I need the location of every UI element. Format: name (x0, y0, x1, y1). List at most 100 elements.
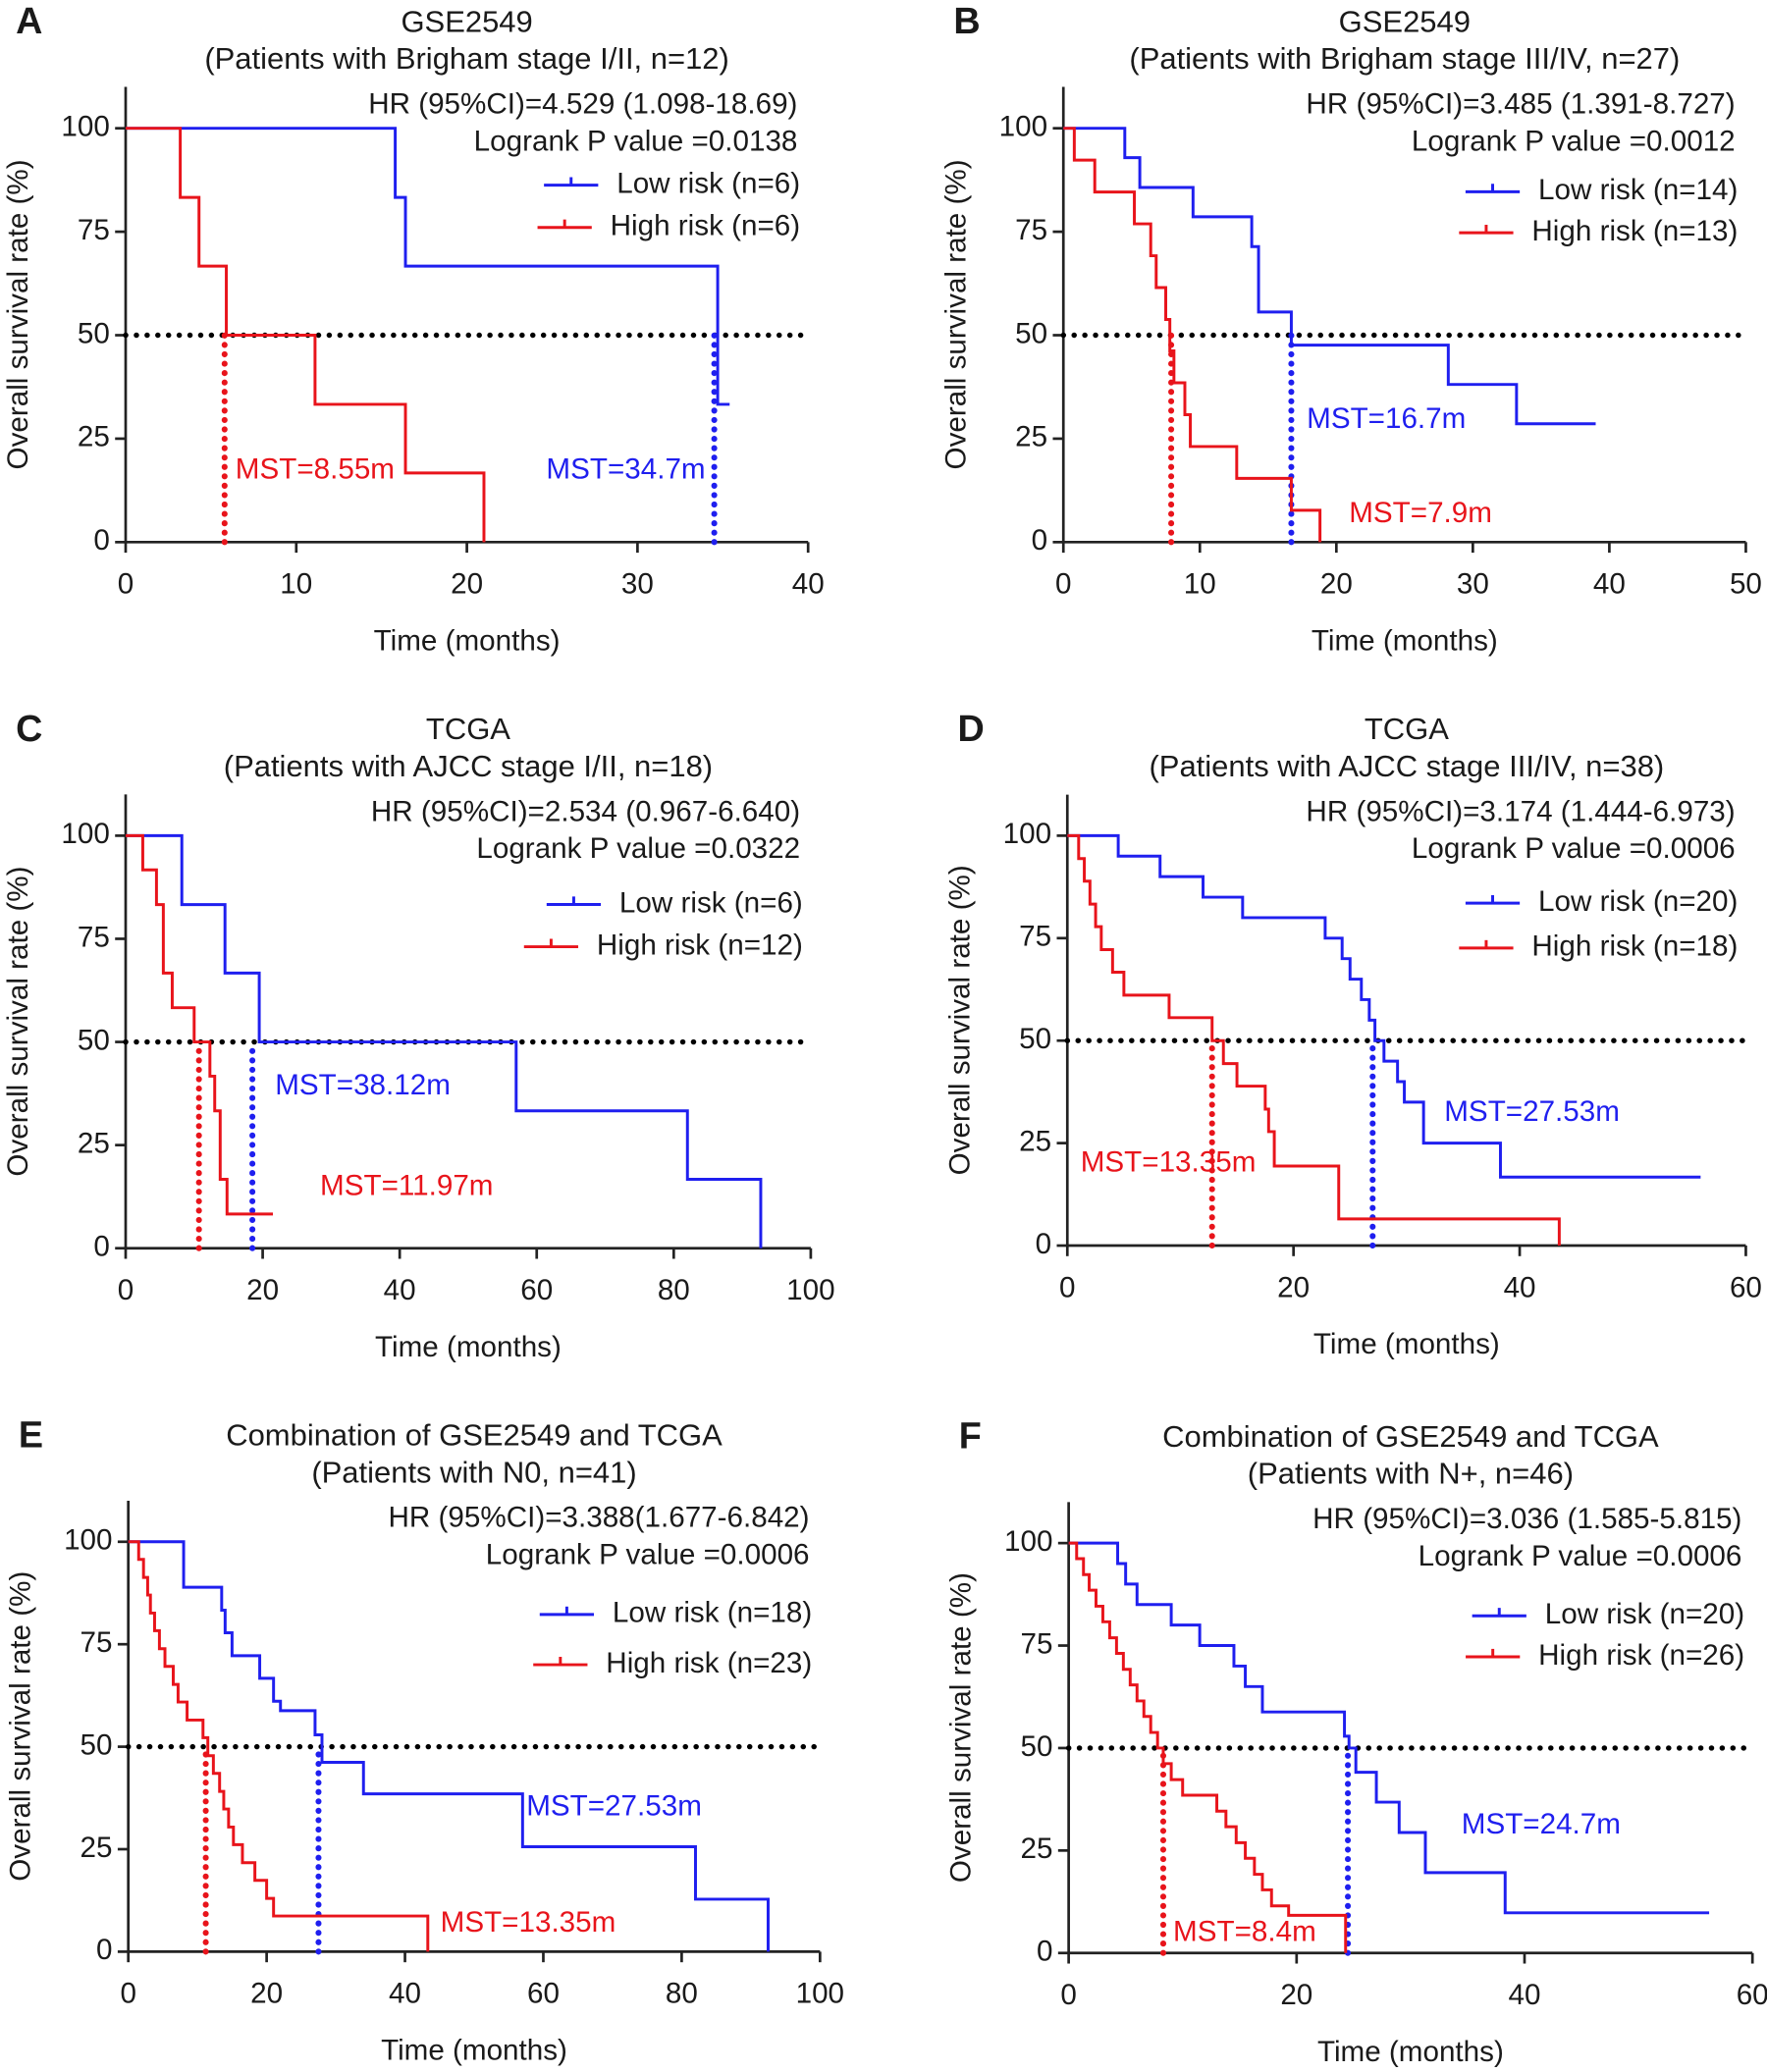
hr-text: HR (95%CI)=3.174 (1.444-6.973) (1306, 795, 1735, 827)
x-tick-label: 100 (796, 1978, 844, 2010)
y-tick-label: 0 (1036, 1228, 1051, 1260)
chart-subtitle: (Patients with N+, n=46) (1248, 1457, 1574, 1491)
x-axis-label: Time (months) (1313, 1328, 1500, 1360)
median-label: MST=7.9m (1349, 497, 1492, 529)
y-tick-label: 0 (93, 524, 109, 557)
x-tick-label: 80 (666, 1978, 698, 2010)
chart-subtitle: (Patients with AJCC stage I/II, n=18) (224, 749, 713, 783)
logrank-text: Logrank P value =0.0138 (474, 125, 798, 157)
median-label: MST=16.7m (1307, 402, 1466, 435)
x-tick-label: 40 (1593, 568, 1626, 601)
legend-label: High risk (n=12) (597, 929, 803, 961)
median-label: MST=27.53m (526, 1789, 702, 1822)
y-axis-label: Overall survival rate (%) (943, 865, 976, 1175)
y-tick-label: 75 (78, 214, 110, 246)
x-tick-label: 100 (786, 1274, 834, 1306)
x-axis-label: Time (months) (1312, 625, 1498, 658)
panel: E Combination of GSE2549 and TCGA(Patient… (5, 1413, 844, 2066)
logrank-text: Logrank P value =0.0012 (1412, 125, 1736, 157)
legend-label: Low risk (n=20) (1545, 1598, 1744, 1630)
legend-label: High risk (n=6) (611, 210, 800, 242)
y-tick-label: 25 (80, 1832, 113, 1864)
x-tick-label: 20 (1280, 1979, 1312, 2011)
chart-subtitle: (Patients with Brigham stage III/IV, n=2… (1129, 41, 1680, 76)
x-axis-label: Time (months) (375, 1331, 562, 1363)
panel-letter: F (959, 1415, 982, 1457)
x-tick-label: 10 (280, 568, 312, 601)
median-label: MST=24.7m (1462, 1808, 1621, 1840)
median-label: MST=13.35m (1081, 1145, 1257, 1178)
median-label: MST=8.55m (236, 452, 395, 485)
x-axis-label: Time (months) (1317, 2036, 1504, 2068)
y-tick-label: 50 (78, 1024, 110, 1056)
median-label: MST=8.4m (1173, 1915, 1316, 1947)
y-tick-label: 25 (1015, 421, 1047, 453)
y-tick-label: 50 (1015, 317, 1047, 349)
x-tick-label: 40 (384, 1274, 416, 1306)
chart-title: Combination of GSE2549 and TCGA (1162, 1419, 1659, 1454)
x-tick-label: 20 (451, 568, 483, 601)
x-tick-label: 0 (1059, 1271, 1075, 1303)
panel: C TCGA(Patients with AJCC stage I/II, n=1… (2, 708, 835, 1363)
y-tick-label: 0 (96, 1934, 112, 1966)
y-axis-label: Overall survival rate (%) (945, 1572, 978, 1883)
y-tick-label: 25 (1019, 1125, 1051, 1157)
x-tick-label: 60 (1730, 1271, 1762, 1303)
hr-text: HR (95%CI)=3.388(1.677-6.842) (389, 1502, 810, 1534)
survival-curve (1063, 127, 1596, 426)
panel: F Combination of GSE2549 and TCGA(Patient… (945, 1415, 1767, 2068)
y-axis-label: Overall survival rate (%) (2, 867, 34, 1177)
y-tick-label: 50 (78, 317, 110, 349)
x-tick-label: 0 (118, 1274, 134, 1306)
y-tick-label: 75 (1021, 1627, 1053, 1660)
legend-label: Low risk (n=18) (613, 1597, 812, 1629)
chart-subtitle: (Patients with N0, n=41) (311, 1455, 636, 1489)
x-tick-label: 10 (1184, 568, 1216, 601)
y-tick-label: 25 (78, 421, 110, 453)
x-tick-label: 20 (246, 1274, 279, 1306)
chart-title: TCGA (1365, 712, 1449, 746)
survival-curve (128, 1540, 770, 1952)
survival-curve (1063, 127, 1322, 543)
y-tick-label: 50 (1021, 1730, 1053, 1763)
chart-title: Combination of GSE2549 and TCGA (226, 1418, 723, 1453)
logrank-text: Logrank P value =0.0006 (486, 1538, 810, 1570)
y-tick-label: 75 (1015, 214, 1047, 246)
y-axis-label: Overall survival rate (%) (5, 1571, 37, 1882)
x-tick-label: 0 (1055, 568, 1071, 601)
hr-text: HR (95%CI)=4.529 (1.098-18.69) (368, 88, 797, 121)
survival-curve (1068, 1541, 1710, 1915)
legend-label: Low risk (n=20) (1538, 885, 1738, 918)
survival-curve (1067, 833, 1561, 1247)
x-tick-label: 60 (527, 1978, 560, 2010)
x-tick-label: 20 (250, 1978, 283, 2010)
median-label: MST=34.7m (546, 452, 705, 485)
median-label: MST=11.97m (320, 1170, 493, 1202)
x-axis-label: Time (months) (374, 625, 561, 658)
panel-letter: E (19, 1413, 43, 1455)
legend-label: Low risk (n=6) (619, 886, 803, 919)
y-tick-label: 75 (1019, 921, 1051, 953)
y-axis-label: Overall survival rate (%) (939, 159, 972, 469)
y-tick-label: 75 (80, 1626, 113, 1659)
median-label: MST=13.35m (441, 1906, 616, 1939)
survival-curve (1067, 833, 1701, 1179)
legend-label: High risk (n=26) (1538, 1639, 1744, 1672)
chart-title: GSE2549 (1339, 4, 1471, 38)
panel-letter: B (953, 0, 980, 41)
survival-curve (125, 833, 274, 1216)
y-tick-label: 75 (78, 921, 110, 953)
x-tick-label: 30 (621, 568, 654, 601)
y-tick-label: 100 (999, 111, 1047, 143)
y-tick-label: 0 (1032, 524, 1047, 557)
y-tick-label: 50 (80, 1728, 113, 1761)
chart-subtitle: (Patients with AJCC stage III/IV, n=38) (1149, 749, 1664, 783)
hr-text: HR (95%CI)=3.485 (1.391-8.727) (1306, 88, 1735, 121)
x-tick-label: 60 (520, 1274, 553, 1306)
y-tick-label: 100 (1003, 818, 1051, 850)
y-tick-label: 0 (93, 1231, 109, 1263)
logrank-text: Logrank P value =0.0006 (1419, 1540, 1742, 1572)
x-tick-label: 30 (1457, 568, 1489, 601)
legend-label: High risk (n=18) (1531, 930, 1738, 963)
x-tick-label: 20 (1277, 1271, 1310, 1303)
